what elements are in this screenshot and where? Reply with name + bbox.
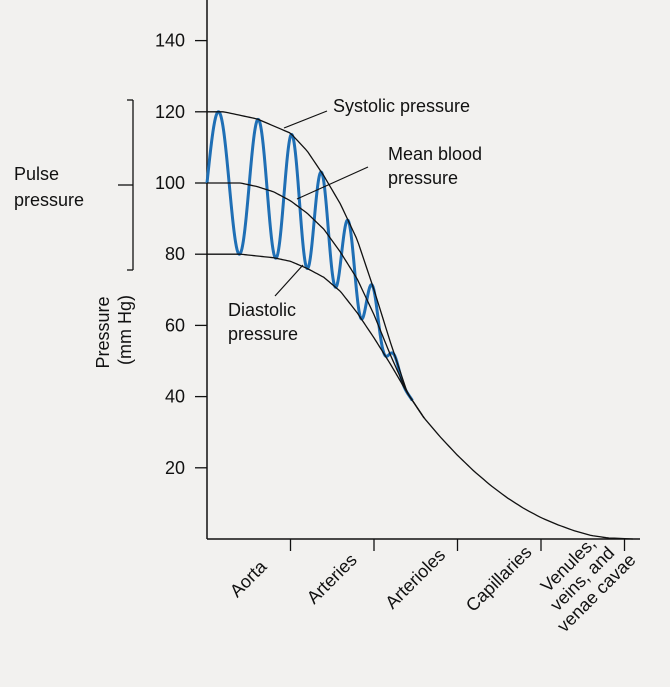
y-tick-label: 120 [155,102,185,122]
x-category-label: Capillaries [462,542,536,616]
pulse-pressure-label: Pulse pressure [14,164,84,210]
y-axis-label-line2: (mm Hg) [115,295,135,365]
x-category-label-line: Arteries [303,550,361,608]
pulse-pressure-label-line2: pressure [14,190,84,210]
y-ticks: 20 40 60 80 100 120 140 [155,31,207,478]
y-tick-label: 60 [165,315,185,335]
mean-annotation-line2: pressure [388,168,458,188]
mean-annotation: Mean blood pressure [388,144,487,188]
y-tick-label: 100 [155,173,185,193]
x-category-label-line: Arterioles [381,545,449,613]
x-category-label-line: Capillaries [462,542,536,616]
systolic-leader [283,110,328,129]
pulse-pressure-bracket [118,99,134,271]
pulse-wave-series [205,110,414,402]
x-category-label: Arteries [303,550,361,608]
diastolic-annotation-line2: pressure [228,324,298,344]
diastolic-leader [274,264,304,297]
diastolic-annotation-line1: Diastolic [228,300,296,320]
y-axis-label-line1: Pressure [93,296,113,368]
mean-leader [296,166,369,200]
x-category-label: Arterioles [381,545,449,613]
pulse-pressure-label-line1: Pulse [14,164,59,184]
diastolic-annotation: Diastolic pressure [228,300,301,344]
series-line-diastolic [207,253,425,419]
y-axis-label: Pressure (mm Hg) [93,291,135,368]
mean-annotation-line1: Mean blood [388,144,482,164]
x-category-label: Aorta [226,556,271,601]
x-category-label-line: Aorta [226,556,271,601]
y-tick-label: 20 [165,458,185,478]
y-tick-label: 140 [155,31,185,51]
series-line-mean [207,182,425,419]
y-tick-label: 40 [165,387,185,407]
systolic-annotation: Systolic pressure [333,96,470,116]
y-tick-label: 80 [165,244,185,264]
